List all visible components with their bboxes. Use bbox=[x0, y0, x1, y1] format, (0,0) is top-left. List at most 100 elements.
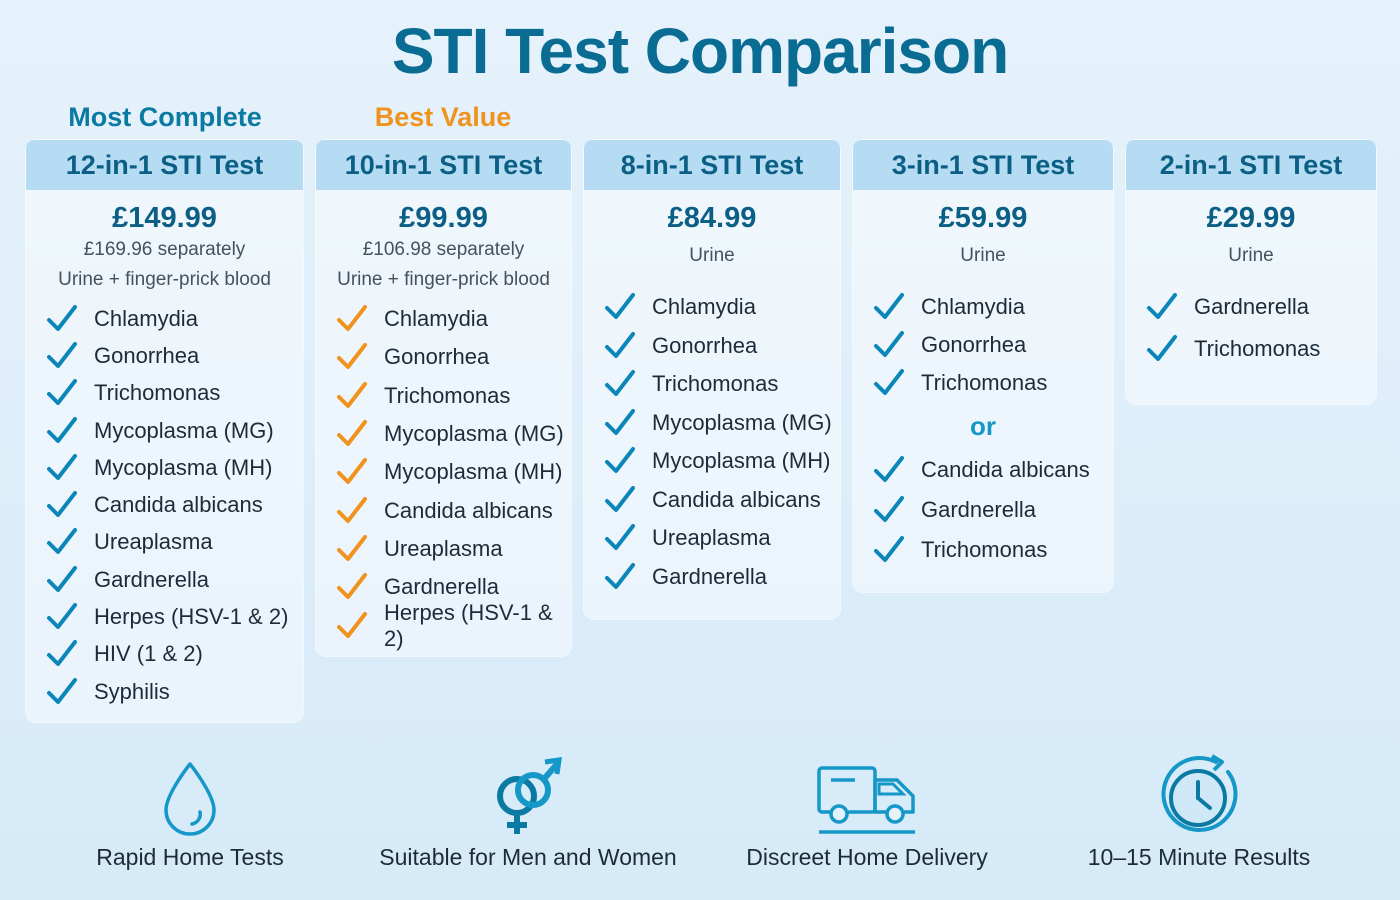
checkmark-icon bbox=[604, 331, 652, 361]
test-list: Chlamydia Gonorrhea Trichomonas Mycoplasma … bbox=[316, 300, 571, 651]
test-item: Trichomonas bbox=[873, 530, 1113, 570]
checkmark-icon bbox=[46, 341, 94, 371]
checkmark-icon bbox=[336, 534, 384, 564]
checkmark-icon bbox=[1146, 334, 1194, 364]
card-title: 3-in-1 STI Test bbox=[853, 140, 1113, 190]
test-item: Ureaplasma bbox=[46, 524, 303, 561]
test-item: Chlamydia bbox=[336, 300, 571, 338]
checkmark-icon bbox=[336, 496, 384, 526]
test-item: Mycoplasma (MH) bbox=[46, 449, 303, 486]
test-item: Syphilis bbox=[46, 673, 303, 710]
card-title: 8-in-1 STI Test bbox=[584, 140, 840, 190]
test-list: Chlamydia Gonorrhea Trichomonas Mycoplasma … bbox=[584, 288, 840, 596]
checkmark-icon bbox=[336, 419, 384, 449]
test-list: Chlamydia Gonorrhea Trichomonas bbox=[853, 288, 1113, 402]
test-item: Candida albicans bbox=[604, 481, 840, 520]
test-item-label: Mycoplasma (MH) bbox=[652, 448, 831, 474]
test-item: Gardnerella bbox=[873, 490, 1113, 530]
checkmark-icon bbox=[336, 304, 384, 334]
card-sample-type: Urine bbox=[960, 245, 1006, 266]
card-sample-type: Urine bbox=[1228, 245, 1274, 266]
test-item: Mycoplasma (MH) bbox=[336, 453, 571, 491]
test-item-label: Chlamydia bbox=[384, 306, 488, 332]
feature-label: 10–15 Minute Results bbox=[1087, 844, 1311, 870]
test-item-label: Syphilis bbox=[94, 678, 170, 704]
test-item-label: Ureaplasma bbox=[94, 529, 213, 555]
card-separately-price: £169.96 separately bbox=[83, 239, 246, 260]
test-item: Gonorrhea bbox=[336, 338, 571, 376]
test-item-label: Trichomonas bbox=[384, 382, 511, 408]
card-8-in-1[interactable]: 8-in-1 STI Test £84.99 Urine Chlamydia Go… bbox=[584, 140, 840, 619]
test-list: Chlamydia Gonorrhea Trichomonas Mycoplasma … bbox=[26, 300, 303, 710]
test-item: Ureaplasma bbox=[336, 530, 571, 568]
page-title: STI Test Comparison bbox=[391, 15, 1009, 87]
test-item: Gardnerella bbox=[604, 558, 840, 597]
water-drop-icon bbox=[164, 762, 216, 836]
test-item-label: Gardnerella bbox=[94, 566, 209, 592]
test-item-label: Gardnerella bbox=[921, 497, 1036, 522]
checkmark-icon bbox=[604, 408, 652, 438]
test-item-label: Gonorrhea bbox=[94, 342, 200, 368]
test-item-label: Gonorrhea bbox=[384, 344, 490, 370]
test-item-label: Trichomonas bbox=[652, 371, 779, 397]
checkmark-icon bbox=[873, 535, 921, 565]
card-3-in-1[interactable]: 3-in-1 STI Test £59.99 Urine Chlamydia Go… bbox=[853, 140, 1113, 592]
test-item: Trichomonas bbox=[336, 377, 571, 415]
card-price: £59.99 bbox=[938, 202, 1028, 234]
feature-men-and-women: Suitable for Men and Women bbox=[378, 748, 678, 871]
test-item-label: Chlamydia bbox=[94, 305, 198, 331]
card-12-in-1[interactable]: 12-in-1 STI Test £149.99 £169.96 separat… bbox=[26, 140, 303, 722]
checkmark-icon bbox=[336, 381, 384, 411]
card-price: £84.99 bbox=[667, 202, 757, 234]
gender-symbols-icon bbox=[497, 757, 562, 834]
delivery-truck-icon bbox=[817, 766, 915, 834]
checkmark-icon bbox=[604, 369, 652, 399]
feature-label: Discreet Home Delivery bbox=[746, 844, 988, 870]
test-item: Mycoplasma (MG) bbox=[336, 415, 571, 453]
card-price: £99.99 bbox=[399, 202, 488, 234]
test-item-label: HIV (1 & 2) bbox=[94, 641, 203, 667]
checkmark-icon bbox=[46, 378, 94, 408]
card-title: 10-in-1 STI Test bbox=[316, 140, 571, 190]
checkmark-icon bbox=[604, 485, 652, 515]
test-item-label: Herpes (HSV-1 & 2) bbox=[94, 604, 289, 630]
feature-discreet-delivery: Discreet Home Delivery bbox=[735, 748, 999, 871]
checkmark-icon bbox=[336, 457, 384, 487]
test-item-label: Mycoplasma (MG) bbox=[652, 409, 832, 435]
card-title: 12-in-1 STI Test bbox=[26, 140, 303, 190]
checkmark-icon bbox=[873, 455, 921, 485]
checkmark-icon bbox=[873, 368, 921, 398]
test-item-label: Gardnerella bbox=[1194, 294, 1309, 319]
test-item: Gardnerella bbox=[46, 561, 303, 598]
test-item-label: Mycoplasma (MH) bbox=[94, 454, 273, 480]
card-separately-price: £106.98 separately bbox=[362, 239, 525, 260]
checkmark-icon bbox=[336, 611, 384, 641]
checkmark-icon bbox=[46, 565, 94, 595]
test-item: Gonorrhea bbox=[604, 327, 840, 366]
test-item-label: Ureaplasma bbox=[652, 525, 771, 551]
checkmark-icon bbox=[46, 453, 94, 483]
test-item-label: Mycoplasma (MH) bbox=[384, 459, 563, 485]
checkmark-icon bbox=[604, 523, 652, 553]
feature-label: Suitable for Men and Women bbox=[379, 844, 677, 870]
card-sample-type: Urine + finger-prick blood bbox=[58, 269, 271, 290]
checkmark-icon bbox=[873, 330, 921, 360]
test-item: Candida albicans bbox=[46, 486, 303, 523]
test-item-label: Gonorrhea bbox=[921, 332, 1027, 357]
test-item: Gonorrhea bbox=[46, 337, 303, 374]
checkmark-icon bbox=[336, 342, 384, 372]
card-price: £149.99 bbox=[112, 202, 217, 234]
card-10-in-1[interactable]: 10-in-1 STI Test £99.99 £106.98 separate… bbox=[316, 140, 571, 656]
test-item: Candida albicans bbox=[873, 450, 1113, 490]
test-item: Chlamydia bbox=[604, 288, 840, 327]
test-item-label: Ureaplasma bbox=[384, 535, 503, 561]
test-item: Mycoplasma (MG) bbox=[46, 412, 303, 449]
checkmark-icon bbox=[46, 677, 94, 707]
test-item-label: Candida albicans bbox=[384, 497, 553, 523]
checkmark-icon bbox=[46, 639, 94, 669]
test-item: Gardnerella bbox=[336, 568, 571, 606]
checkmark-icon bbox=[46, 602, 94, 632]
card-2-in-1[interactable]: 2-in-1 STI Test £29.99 Urine Gardnerella… bbox=[1126, 140, 1376, 404]
checkmark-icon bbox=[873, 292, 921, 322]
test-item-label: Gardnerella bbox=[652, 563, 767, 589]
